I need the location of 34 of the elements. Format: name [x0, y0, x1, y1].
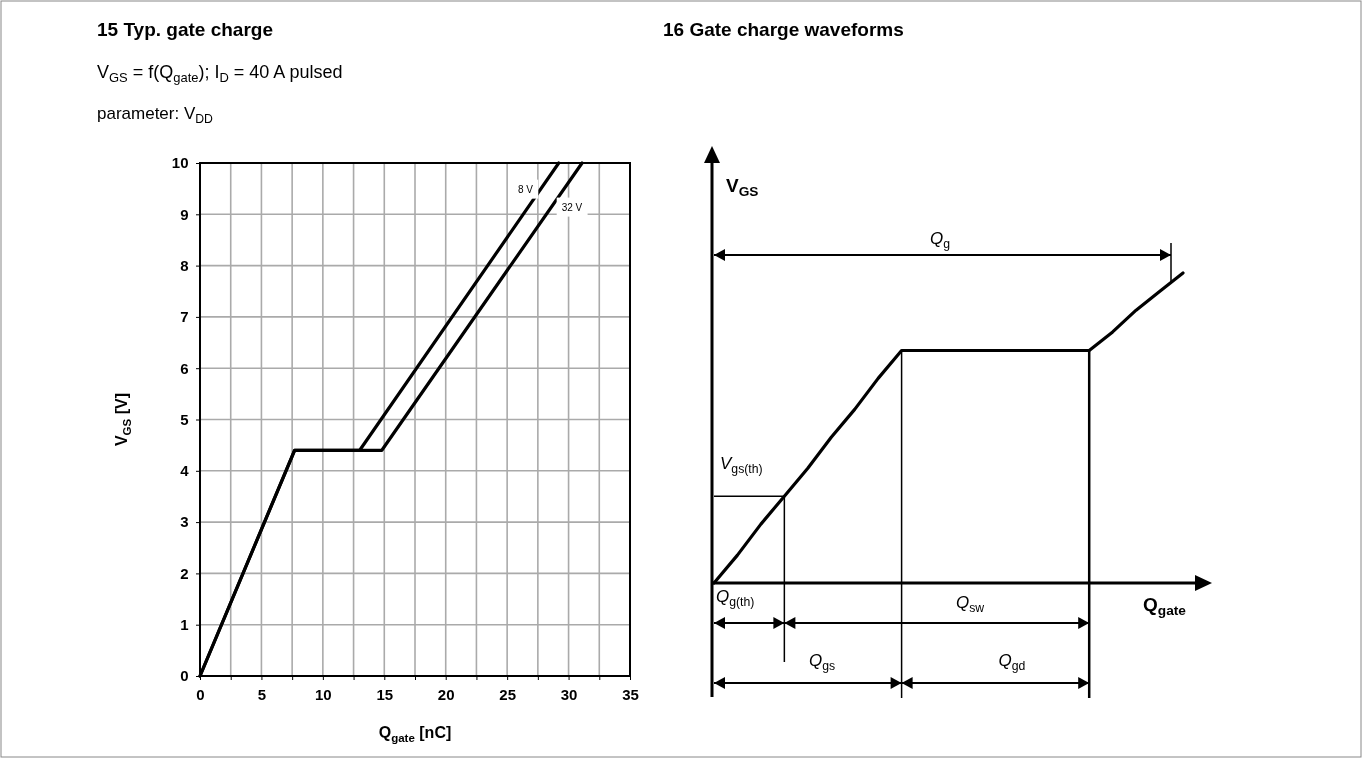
y-tick-label: 9: [180, 205, 189, 223]
y-tick-label: 3: [180, 513, 189, 531]
x-tick-label: 0: [196, 685, 205, 703]
x-tick-label: 25: [499, 685, 516, 703]
series-label: 8 V: [517, 183, 534, 195]
chart-title: 16 Gate charge waveforms: [663, 19, 904, 40]
x-axis-title: Q$_{gate}$ [nC]: [378, 724, 452, 744]
y-tick-label: 1: [180, 616, 189, 633]
text: Q$_{gs}$: [808, 651, 836, 673]
chart-subtitle: V$_{GS}$ = f(Q$_{gate}$); I$_{D}$ = 40 A pulsed: [97, 62, 343, 85]
text: Q$_{sw}$: [955, 593, 985, 615]
y-tick-label: 0: [180, 667, 189, 685]
x-tick-label: 5: [257, 685, 267, 703]
y-axis-title: V$_{GS}$: [726, 175, 759, 200]
y-tick-label: 5: [180, 410, 189, 428]
x-axis-title: Q$_{gate}$: [1143, 594, 1187, 619]
x-tick-label: 20: [437, 685, 455, 703]
chart-title: 15 Typ. gate charge: [97, 19, 273, 40]
y-tick-label: 6: [180, 359, 189, 377]
x-tick-label: 30: [560, 685, 578, 703]
y-tick-label: 10: [171, 154, 189, 172]
y-tick-label: 4: [180, 462, 190, 480]
x-tick-label: 15: [376, 685, 394, 703]
y-tick-label: 7: [180, 308, 189, 326]
text: parameter: V$_{DD}$: [97, 104, 214, 126]
y-tick-label: 8: [180, 256, 189, 274]
text: Q$_{g(th)}$: [716, 587, 755, 609]
series-label: 32 V: [561, 201, 583, 213]
y-tick-label: 2: [180, 564, 189, 582]
annotation: V$_{gs(th)}$: [720, 454, 763, 476]
text: Q$_{gd}$: [998, 651, 1026, 673]
x-tick-label: 10: [315, 685, 332, 703]
text: Q$_{g}$: [929, 229, 951, 251]
x-tick-label: 35: [622, 685, 639, 703]
